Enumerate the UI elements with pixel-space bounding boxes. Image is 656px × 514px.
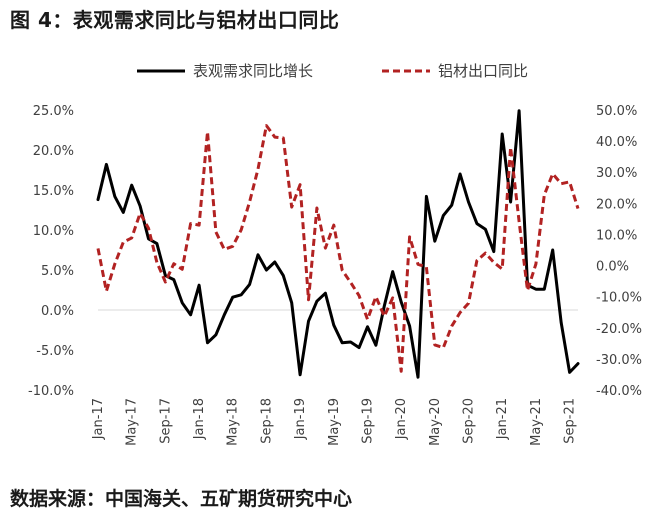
x-tick-label: Sep-18 (259, 398, 274, 444)
chart-legend: 表观需求同比增长 铝材出口同比 (0, 60, 656, 82)
y-right-tick-label: 30.0% (596, 166, 637, 181)
y-right-tick-label: -20.0% (596, 322, 642, 337)
y-right-tick-label: 20.0% (596, 197, 637, 212)
x-tick-label: Sep-19 (360, 398, 375, 444)
x-tick-label: Jan-19 (293, 398, 308, 440)
x-axis: Jan-17 May-17 Sep-17 Jan-18 May-18 Sep-18 Jan-… (91, 398, 578, 446)
series-lines (96, 109, 580, 379)
y-left-tick-label: 25.0% (33, 104, 74, 119)
x-tick-label: Sep-20 (462, 398, 477, 444)
series-line-demand (96, 109, 580, 379)
legend-item-demand: 表观需求同比增长 (135, 60, 313, 81)
legend-label-export: 铝材出口同比 (438, 62, 529, 80)
figure-title: 图 4：表观需求同比与铝材出口同比 (10, 8, 340, 32)
x-tick-label: May-20 (428, 398, 443, 446)
x-tick-label: May-17 (125, 398, 140, 446)
y-axis-right: 50.0% 40.0% 30.0% 20.0% 10.0% 0.0% -10.0% -20.0… (596, 104, 642, 399)
y-left-tick-label: 20.0% (33, 144, 74, 159)
y-right-tick-label: -30.0% (596, 353, 642, 368)
x-tick-label: May-19 (327, 398, 342, 446)
y-right-tick-label: 10.0% (596, 228, 637, 243)
y-left-tick-label: -5.0% (36, 344, 74, 359)
series-line-export (96, 124, 580, 373)
y-axis-left: 25.0% 20.0% 15.0% 10.0% 5.0% 0.0% -5.0% -10.0% (28, 104, 74, 399)
y-left-tick-label: 5.0% (41, 264, 74, 279)
y-right-tick-label: 0.0% (596, 260, 629, 275)
y-right-tick-label: -40.0% (596, 384, 642, 399)
x-tick-label: Jan-20 (394, 398, 409, 440)
figure-source: 数据来源：中国海关、五矿期货研究中心 (10, 488, 353, 510)
x-tick-label: Jan-21 (495, 398, 510, 440)
x-tick-label: May-21 (529, 398, 544, 446)
y-right-tick-label: 50.0% (596, 104, 637, 119)
x-tick-label: Sep-21 (563, 398, 578, 444)
x-tick-label: May-18 (226, 398, 241, 446)
legend-label-demand: 表观需求同比增长 (193, 62, 314, 80)
x-tick-label: Jan-17 (91, 398, 106, 440)
y-left-tick-label: 10.0% (33, 224, 74, 239)
y-right-tick-label: -10.0% (596, 291, 642, 306)
y-right-tick-label: 40.0% (596, 135, 637, 150)
y-left-tick-label: 15.0% (33, 184, 74, 199)
legend-swatch-dashed-line-icon (382, 69, 430, 72)
y-left-tick-label: 0.0% (41, 304, 74, 319)
legend-item-export: 铝材出口同比 (380, 60, 528, 81)
y-left-tick-label: -10.0% (28, 384, 74, 399)
legend-swatch-solid-line-icon (137, 69, 185, 72)
x-tick-label: Jan-18 (192, 398, 207, 440)
x-tick-label: Sep-17 (158, 398, 173, 444)
